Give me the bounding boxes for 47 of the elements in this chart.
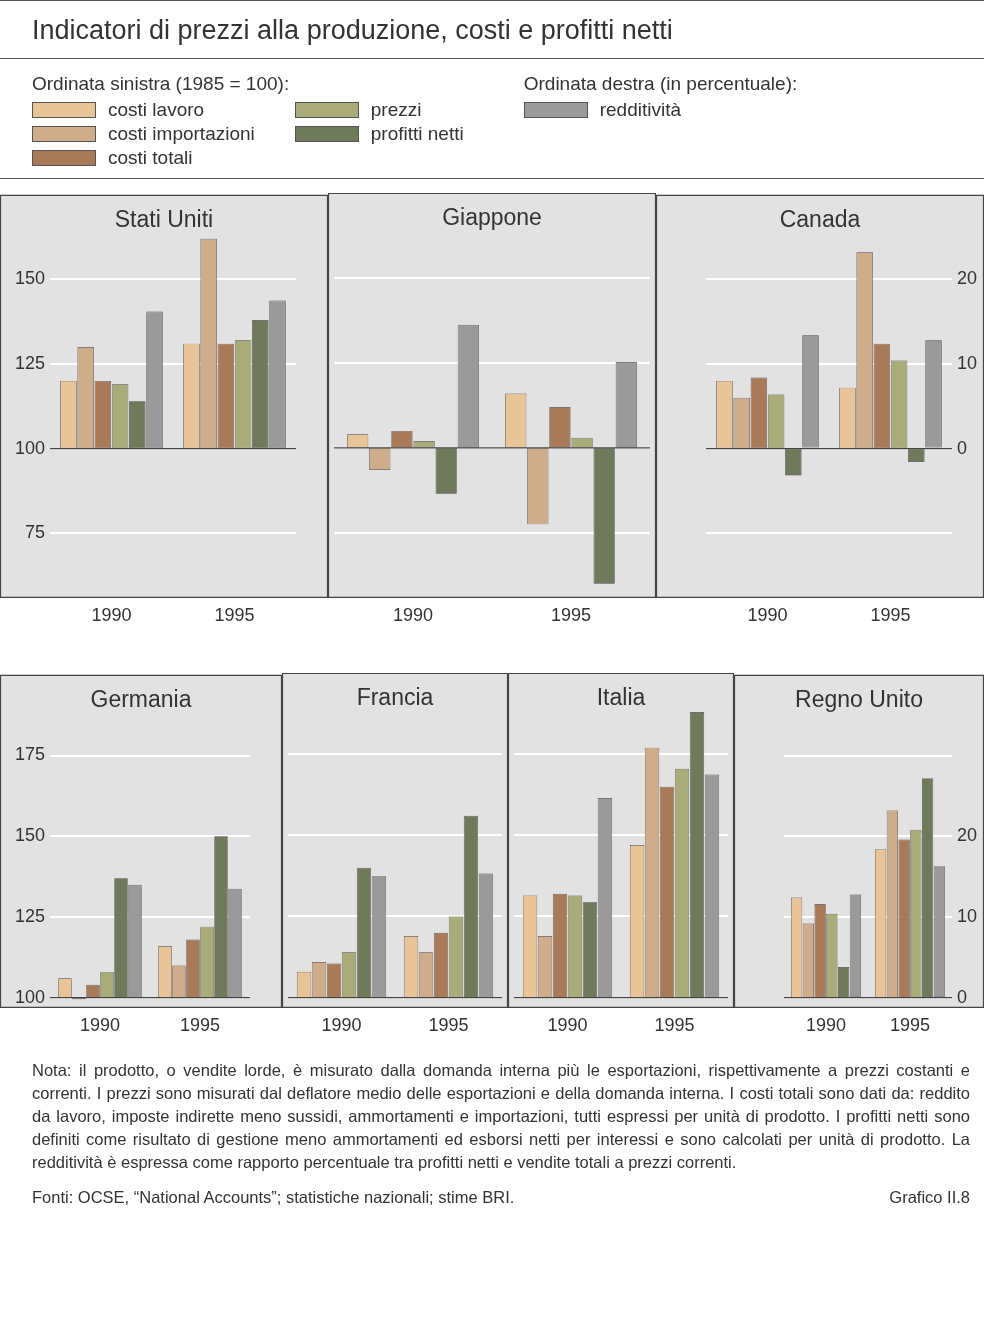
x-tick-label: 1990 xyxy=(79,1015,121,1036)
chart-title: Italia xyxy=(596,683,646,710)
y-tick-label: 150 xyxy=(14,268,45,289)
x-tick-label: 1990 xyxy=(747,605,788,626)
y2-tick-label: 0 xyxy=(957,437,968,458)
text: Fonti: OCSE, “National Accounts”; statistiche nazionali; stime BRI. xyxy=(32,1187,515,1208)
x-tick-label: 1995 xyxy=(654,1015,695,1036)
x-tick-label: 1995 xyxy=(870,605,911,626)
y2-tick-label: 20 xyxy=(957,268,978,289)
text: Canada xyxy=(779,205,861,232)
text: Stati Uniti xyxy=(114,205,214,232)
legend-label: costi importazioni xyxy=(108,123,255,145)
text: Nota: il prodotto, o vendite lorde, è misurato dalla domanda interna più le esportazioni, rispettivamente a prezzi costanti e correnti. I prezzi sono misurati dal deflatore medio delle esportazioni e della domanda interna. I costi totali sono dati da: reddito da lavoro, imposte indirette meno sussidi, ammortamenti e importazioni, tutti espressi per unità di prodotto. I profitti netti sono definiti come risultato di gestione meno ammortamenti ed esborsi netti per interessi e sono calcolati per unità di prodotto. La redditività è espressa come rapporto percentuale tra profitti netti e vendite totali a prezzi correnti. xyxy=(32,1060,970,1173)
x-tick-label: 1995 xyxy=(179,1015,221,1036)
x-tick-label: 1990 xyxy=(805,1015,847,1036)
x-tick-label: 1990 xyxy=(321,1015,362,1036)
y2-axis-title: Ordinata destra (in percentuale): xyxy=(523,73,798,95)
y-tick-label: 100 xyxy=(14,437,45,458)
y2-tick-label: 10 xyxy=(957,352,978,373)
x-tick-label: 1990 xyxy=(392,605,434,626)
y2-tick-label: 20 xyxy=(957,825,978,846)
y-tick-label: 150 xyxy=(14,825,45,846)
y-tick-label: 125 xyxy=(14,905,45,926)
x-tick-label: 1995 xyxy=(428,1015,469,1036)
legend-label: prezzi xyxy=(370,99,422,121)
chart-title: Giappone xyxy=(442,203,542,230)
y-tick-label: 125 xyxy=(14,352,45,373)
x-tick-label: 1995 xyxy=(889,1015,931,1036)
legend-label: costi lavoro xyxy=(108,99,205,121)
chart-title: Francia xyxy=(356,683,434,710)
text: Grafico II.8 xyxy=(889,1187,970,1208)
x-tick-label: 1995 xyxy=(214,605,255,626)
y-tick-label: 100 xyxy=(14,986,45,1007)
legend-label: profitti netti xyxy=(370,123,464,145)
x-tick-label: 1990 xyxy=(547,1015,588,1036)
y-tick-label: 175 xyxy=(14,744,45,765)
x-tick-label: 1995 xyxy=(550,605,592,626)
y-tick-label: 75 xyxy=(24,522,45,543)
legend-label: costi totali xyxy=(108,147,193,169)
legend-label: redditività xyxy=(599,99,682,121)
y2-tick-label: 0 xyxy=(957,986,968,1007)
text: Indicatori di prezzi alla produzione, costi e profitti netti xyxy=(0,1,984,59)
text: Regno Unito xyxy=(795,685,923,712)
x-tick-label: 1990 xyxy=(91,605,132,626)
y-axis-title: Ordinata sinistra (1985 = 100): xyxy=(32,73,291,95)
y2-tick-label: 10 xyxy=(957,905,978,926)
text: Germania xyxy=(90,685,192,712)
